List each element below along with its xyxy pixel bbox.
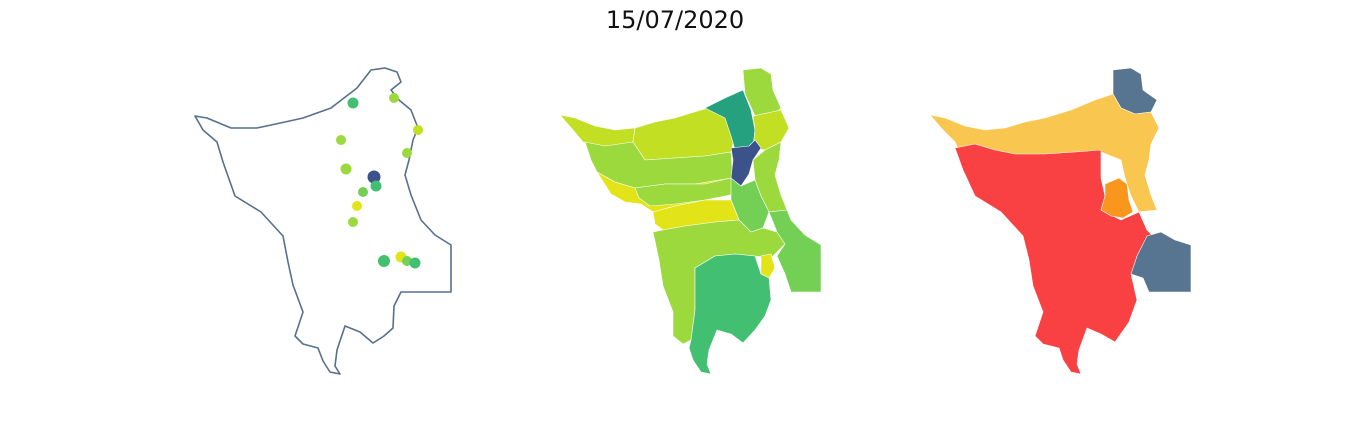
station-point [413, 125, 423, 135]
station-points-map [194, 67, 452, 375]
subbasin-value-choropleth [559, 67, 822, 375]
station-point [367, 170, 381, 184]
subbasin-east-small [768, 209, 822, 293]
station-point [340, 163, 352, 175]
station-point [378, 255, 390, 267]
station-point [402, 256, 412, 266]
subbasin-top-peak [742, 67, 782, 119]
risk-zone-south-east [1130, 231, 1192, 293]
risk-zone-orange [1100, 177, 1134, 219]
risk-zone-red [954, 143, 1158, 375]
subbasin-risk-choropleth [929, 67, 1192, 375]
subbasin-central-band [634, 177, 736, 207]
station-point [409, 257, 421, 269]
station-point [347, 97, 359, 109]
figure-title: 15/07/2020 [605, 6, 745, 34]
station-point [370, 180, 382, 192]
station-point [389, 93, 399, 103]
station-point [348, 217, 358, 227]
subbasin-north-east [752, 109, 790, 151]
subbasin-dark [730, 139, 762, 193]
station-point [402, 148, 412, 158]
station-point [358, 187, 368, 197]
subbasin-small-yellow [760, 253, 776, 279]
region-outline [194, 67, 452, 375]
subbasin-south-green [688, 253, 772, 375]
station-point [352, 201, 362, 211]
station-point [336, 135, 346, 145]
